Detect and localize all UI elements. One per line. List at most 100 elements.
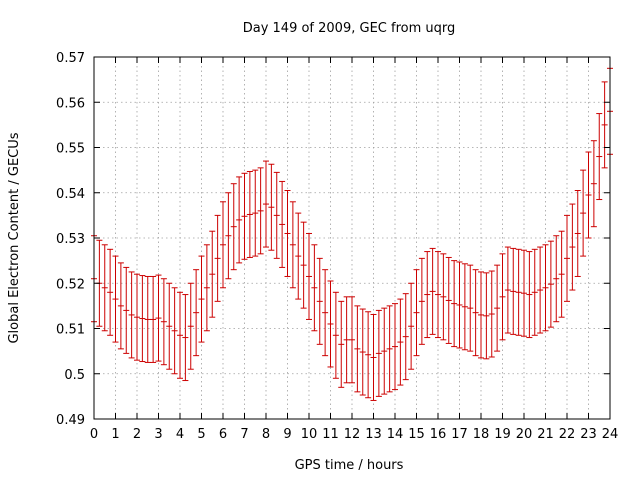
x-axis-title: GPS time / hours (295, 458, 404, 473)
x-tick-label: 11 (322, 427, 339, 442)
x-tick-label: 4 (176, 427, 184, 442)
x-tick-label: 18 (473, 427, 490, 442)
error-bar-point (107, 248, 114, 336)
error-bar-point (166, 282, 173, 370)
y-tick-label: 0.56 (56, 96, 85, 111)
error-bar-point (413, 269, 420, 357)
error-bar-point (322, 269, 329, 357)
error-bar-point (198, 255, 205, 343)
x-tick-label: 22 (559, 427, 576, 442)
error-bar-point (187, 282, 194, 370)
error-bar-point (236, 176, 243, 264)
y-tick-label: 0.49 (56, 413, 85, 428)
error-bar-point (203, 244, 210, 332)
error-bar-point (230, 183, 237, 271)
error-bar-point (117, 262, 124, 350)
x-tick-label: 1 (111, 427, 119, 442)
error-bar-point (537, 246, 544, 334)
error-bar-point (284, 189, 291, 277)
error-bar-point (440, 253, 447, 341)
error-bar-point (515, 248, 522, 336)
error-bar-point (435, 251, 441, 339)
error-bar-point (139, 275, 146, 363)
error-bar-point (295, 212, 302, 300)
error-bar-point (504, 246, 511, 334)
error-bar-point (531, 248, 538, 336)
x-tick-label: 19 (494, 427, 511, 442)
error-bar-point (128, 271, 135, 359)
axis-ticks (93, 56, 611, 420)
error-bar-point (558, 230, 565, 318)
x-tick-label: 3 (154, 427, 162, 442)
error-bar-point (590, 140, 597, 228)
error-bar-point (585, 151, 592, 239)
error-bar-point (553, 235, 560, 323)
x-tick-label: 21 (537, 427, 554, 442)
error-bar-point (252, 169, 259, 257)
y-tick-labels: 0.49 0.5 0.51 0.52 0.53 0.54 0.55 0.56 0.57 (56, 51, 85, 428)
x-tick-label: 10 (301, 427, 318, 442)
error-bar-point (596, 113, 603, 201)
error-bar-point (392, 303, 398, 391)
x-tick-label: 17 (451, 427, 468, 442)
error-bar-point (209, 230, 216, 318)
error-bar-point (467, 264, 474, 352)
error-bar-point (182, 294, 189, 382)
error-bar-point (155, 274, 162, 362)
error-bar-point (316, 257, 323, 345)
error-bar-point (451, 260, 458, 348)
error-bar-point (499, 253, 506, 341)
error-bar-point (521, 249, 527, 337)
error-bar-point (306, 232, 312, 320)
y-axis-title: Global Electron Content / GECUs (7, 132, 22, 343)
x-tick-label: 0 (90, 427, 98, 442)
error-bar-point (289, 201, 296, 289)
x-tick-label: 15 (408, 427, 425, 442)
error-bar-point (365, 311, 372, 399)
error-bar-point (123, 266, 130, 354)
chart-title: Day 149 of 2009, GEC from uqrg (243, 21, 456, 36)
error-bar-point (429, 247, 436, 335)
x-tick-label: 23 (580, 427, 597, 442)
x-tick-label: 8 (262, 427, 270, 442)
error-bar-point (542, 244, 549, 332)
error-bar-point (177, 291, 183, 379)
error-bar-point (300, 221, 307, 309)
error-bar-point (160, 278, 167, 366)
error-bar-point (564, 214, 570, 302)
error-bar-point (397, 298, 404, 386)
error-bar-point (375, 309, 382, 397)
error-bar-point (327, 280, 334, 368)
error-bar-point (354, 305, 361, 393)
x-tick-label: 2 (133, 427, 141, 442)
error-bar-point (279, 180, 286, 268)
error-bar-point (257, 167, 264, 255)
x-tick-label: 7 (240, 427, 248, 442)
error-bar-point (263, 160, 269, 248)
error-bar-point (112, 255, 119, 343)
y-tick-label: 0.53 (56, 232, 85, 247)
error-bar-point (510, 247, 517, 335)
error-bar-point (580, 169, 587, 257)
y-tick-label: 0.54 (56, 187, 85, 202)
x-tick-label: 13 (365, 427, 382, 442)
error-bar-point (134, 273, 140, 361)
x-tick-label: 16 (430, 427, 447, 442)
error-bar-point (574, 189, 581, 277)
error-bar-point (526, 251, 533, 339)
error-bar-point (220, 201, 226, 289)
error-bar-point (478, 271, 484, 359)
error-bar-point (424, 251, 431, 339)
error-bar-point (225, 192, 232, 280)
x-tick-label: 12 (344, 427, 361, 442)
x-tick-label: 6 (219, 427, 227, 442)
error-bar-point (472, 269, 479, 357)
y-tick-label: 0.55 (56, 142, 85, 157)
error-bar-point (408, 282, 415, 370)
x-tick-labels: 0 1 2 3 4 5 6 7 8 9 10 11 12 13 14 15 16 17 18 19 20 21 22 23 24 (90, 427, 618, 442)
error-bar-point (144, 275, 151, 363)
error-bar-point (311, 244, 318, 332)
error-bar-point (386, 305, 393, 393)
error-bar-point (268, 163, 275, 251)
